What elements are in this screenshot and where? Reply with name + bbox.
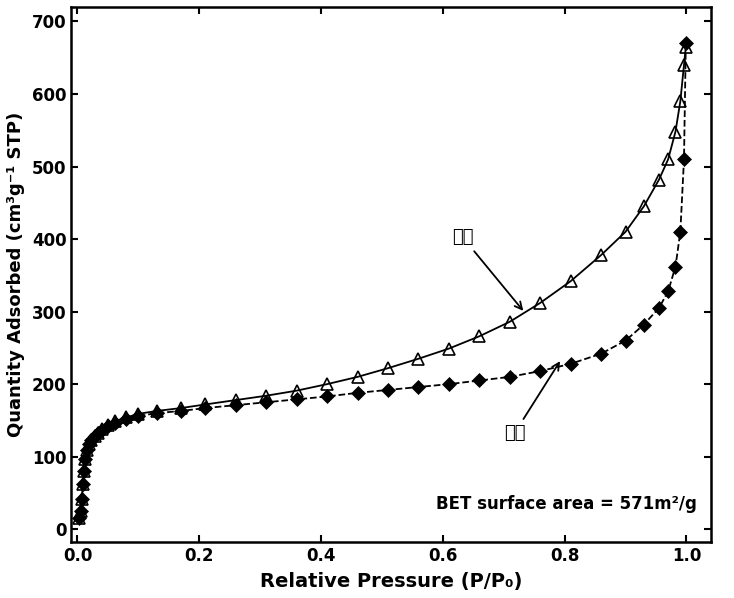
Text: 脱附: 脱附 — [452, 228, 522, 309]
Y-axis label: Quantity Adsorbed (cm³g⁻¹ STP): Quantity Adsorbed (cm³g⁻¹ STP) — [7, 112, 25, 437]
X-axis label: Relative Pressure (P/P₀): Relative Pressure (P/P₀) — [260, 572, 523, 591]
Text: BET surface area = 571m²/g: BET surface area = 571m²/g — [436, 495, 697, 513]
Text: 吸附: 吸附 — [504, 363, 559, 442]
